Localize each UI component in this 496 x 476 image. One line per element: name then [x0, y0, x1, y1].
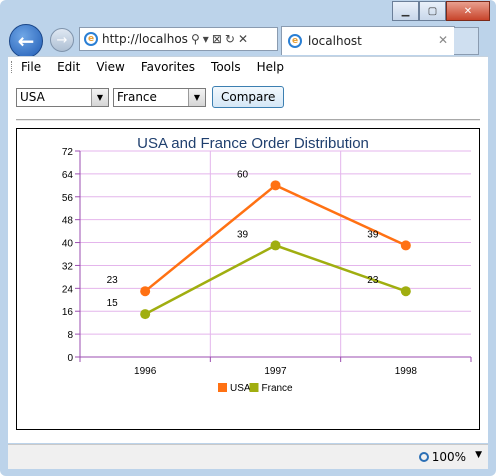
dropdown-icon[interactable]: ▾: [202, 32, 209, 46]
line-chart: USA and France Order Distribution 0 8 16 24…: [62, 135, 472, 394]
search-icon[interactable]: ⚲: [191, 32, 200, 46]
y-tick-label: 0: [67, 353, 73, 364]
minimize-button[interactable]: ▁: [392, 1, 419, 21]
y-tick-label: 72: [62, 147, 74, 158]
data-point-usa: [400, 240, 411, 251]
menu-grip: [11, 61, 15, 73]
menu-edit[interactable]: Edit: [57, 60, 81, 74]
close-window-button[interactable]: ✕: [446, 1, 490, 21]
maximize-button[interactable]: ▢: [419, 1, 446, 21]
legend-label-france: France: [262, 383, 294, 394]
series-layer: 23 60 39 15 39 23: [107, 169, 411, 320]
data-label-france: 39: [237, 229, 249, 240]
menu-favorites[interactable]: Favorites: [140, 60, 196, 74]
y-tick-label: 64: [62, 170, 74, 181]
country2-value: France: [117, 90, 157, 104]
forward-button[interactable]: →: [50, 28, 74, 52]
tab-close-icon[interactable]: ✕: [437, 33, 448, 47]
menu-view[interactable]: View: [96, 60, 125, 74]
tab-ie-icon: e: [288, 34, 302, 48]
chevron-down-icon[interactable]: ▼: [188, 88, 205, 106]
stop-icon[interactable]: ✕: [237, 32, 249, 46]
data-point-france: [270, 240, 281, 251]
forward-arrow-icon: →: [56, 32, 68, 48]
menu-file[interactable]: File: [21, 60, 42, 74]
y-tick-label: 48: [62, 216, 74, 227]
back-arrow-icon: ←: [17, 29, 35, 53]
menu-help[interactable]: Help: [256, 60, 284, 74]
chart-title: USA and France Order Distribution: [137, 135, 369, 152]
zoom-dropdown-icon[interactable]: ▼: [475, 450, 482, 460]
y-tick-label: 24: [62, 284, 74, 295]
y-tick-label: 8: [67, 330, 73, 341]
data-point-france: [400, 286, 411, 297]
x-tick-label: 1996: [134, 366, 157, 377]
y-tick-label: 56: [62, 193, 74, 204]
back-button[interactable]: ←: [9, 24, 43, 58]
x-tick-label: 1998: [395, 366, 418, 377]
compatibility-icon[interactable]: ⊠: [211, 32, 222, 46]
ie-page-icon: e: [84, 32, 98, 46]
status-bar: 100% ▼: [8, 444, 488, 469]
window-controls: ▁ ▢ ✕: [392, 1, 490, 21]
data-point-france: [140, 309, 151, 320]
chart-container: USA and France Order Distribution 0 8 16 24…: [16, 128, 480, 430]
menu-tools[interactable]: Tools: [211, 60, 241, 74]
browser-tab[interactable]: e localhost ✕: [281, 26, 455, 55]
tab-title: localhost: [308, 34, 362, 48]
chart-legend: USA France: [218, 383, 293, 394]
address-bar[interactable]: e http://localhost: ⚲ ▾ ⊠ ↻ ✕: [79, 27, 278, 51]
data-point-usa: [140, 286, 151, 297]
data-label-usa: 23: [107, 275, 119, 286]
y-tick-label: 32: [62, 261, 74, 272]
title-bar: ▁ ▢ ✕: [0, 0, 496, 26]
y-tick-label: 40: [62, 239, 74, 250]
y-tick-label: 16: [62, 307, 74, 318]
country1-select[interactable]: USA ▼: [16, 87, 109, 107]
data-label-usa: 60: [237, 169, 249, 180]
compare-button[interactable]: Compare: [212, 86, 285, 108]
refresh-icon[interactable]: ↻: [224, 32, 235, 46]
country2-select[interactable]: France ▼: [113, 87, 206, 107]
legend-label-usa: USA: [230, 383, 251, 394]
legend-swatch-france: [249, 383, 259, 392]
address-url[interactable]: http://localhost:: [102, 32, 188, 46]
axis-layer: 0 8 16 24 32 40 48 56 64 72 1996 1997 1998: [62, 147, 472, 377]
data-label-france: 23: [367, 275, 379, 286]
new-tab-button[interactable]: [454, 27, 479, 55]
divider: [16, 119, 480, 121]
zoom-icon: [418, 452, 429, 462]
chevron-down-icon[interactable]: ▼: [91, 88, 108, 106]
legend-swatch-usa: [218, 383, 227, 392]
data-label-france: 15: [107, 298, 119, 309]
zoom-control[interactable]: 100%: [418, 450, 466, 464]
country1-value: USA: [20, 90, 45, 104]
controls-row: USA ▼ France ▼ Compare: [16, 86, 285, 108]
data-point-usa: [270, 180, 281, 191]
page-content: USA ▼ France ▼ Compare USA and France Or…: [8, 77, 488, 443]
menu-bar: File Edit View Favorites Tools Help: [8, 56, 488, 78]
zoom-level: 100%: [431, 450, 466, 464]
data-label-usa: 39: [367, 229, 379, 240]
x-tick-label: 1997: [264, 366, 287, 377]
